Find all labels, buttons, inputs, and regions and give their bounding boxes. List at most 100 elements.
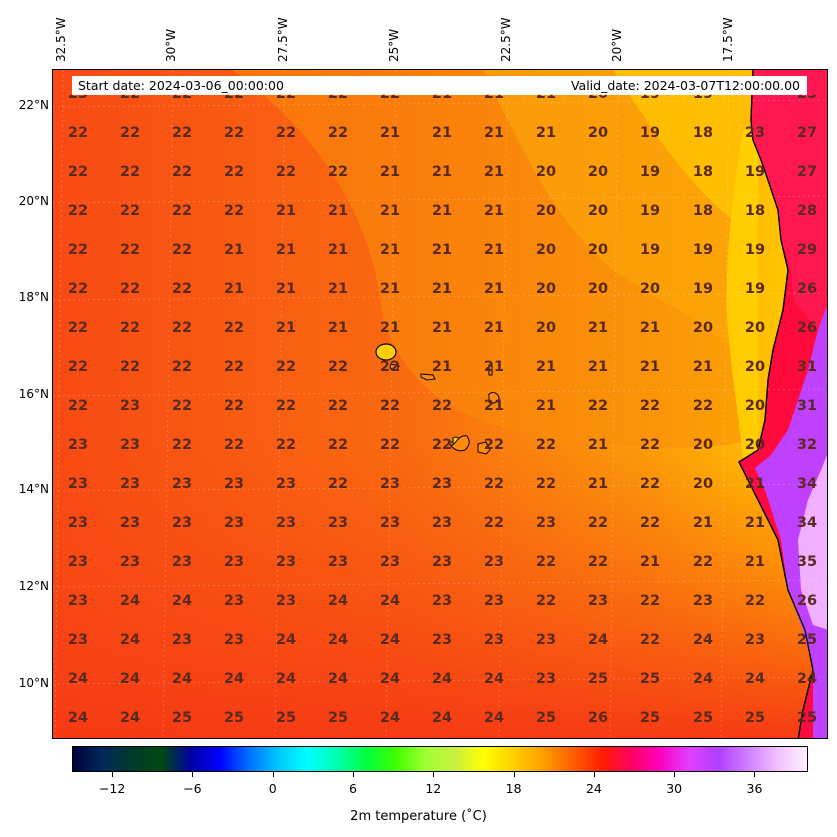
grid-value: 32	[796, 437, 818, 453]
grid-value: 25	[171, 710, 193, 726]
grid-value: 22	[171, 125, 193, 141]
colorbar-tick	[754, 772, 756, 777]
grid-value: 22	[587, 554, 609, 570]
grid-value: 23	[67, 554, 89, 570]
grid-value: 25	[639, 710, 661, 726]
grid-value: 22	[639, 476, 661, 492]
grid-value: 27	[796, 125, 818, 141]
grid-value: 22	[535, 437, 557, 453]
grid-value: 22	[639, 398, 661, 414]
grid-value: 20	[535, 242, 557, 258]
grid-value: 25	[796, 632, 818, 648]
grid-value: 23	[379, 554, 401, 570]
grid-value: 21	[379, 125, 401, 141]
grid-value: 22	[275, 437, 297, 453]
grid-value: 20	[692, 437, 714, 453]
grid-value: 19	[744, 164, 766, 180]
grid-value: 23	[67, 632, 89, 648]
grid-value: 22	[223, 164, 245, 180]
colorbar-tick-label: 24	[585, 781, 602, 796]
grid-value: 22	[171, 398, 193, 414]
grid-value: 24	[67, 710, 89, 726]
grid-value: 22	[67, 164, 89, 180]
grid-value: 21	[223, 281, 245, 297]
island-sao-vicente	[389, 363, 400, 371]
grid-value: 21	[379, 281, 401, 297]
grid-value: 25	[744, 710, 766, 726]
grid-value: 21	[327, 203, 349, 219]
colorbar-tick-label: 36	[746, 781, 763, 796]
grid-value: 22	[67, 281, 89, 297]
longitude-label: 32.5°W	[54, 17, 68, 62]
grid-value: 23	[223, 515, 245, 531]
grid-value: 24	[431, 710, 453, 726]
grid-value: 22	[318, 95, 358, 102]
grid-value: 20	[744, 398, 766, 414]
grid-value: 21	[639, 320, 661, 336]
grid-value: 23	[431, 515, 453, 531]
temperature-map	[52, 69, 828, 739]
grid-value: 23	[692, 593, 714, 609]
grid-value: 21	[483, 242, 505, 258]
colorbar-tick	[353, 772, 355, 777]
grid-value: 23	[379, 476, 401, 492]
grid-value: 22	[483, 515, 505, 531]
grid-value: 21	[431, 125, 453, 141]
grid-value: 28	[796, 203, 818, 219]
colorbar-tick	[112, 772, 114, 777]
grid-value: 22	[639, 593, 661, 609]
grid-value: 23	[587, 593, 609, 609]
grid-value: 22	[327, 437, 349, 453]
grid-value: 22	[535, 476, 557, 492]
grid-value: 22	[327, 359, 349, 375]
island-boa-vista	[488, 392, 500, 404]
longitude-label: 20°W	[610, 28, 624, 62]
grid-value: 26	[587, 710, 609, 726]
grid-value: 22	[223, 359, 245, 375]
grid-value: 20	[639, 281, 661, 297]
grid-value: 24	[379, 632, 401, 648]
grid-value: 24	[275, 671, 297, 687]
grid-value: 21	[327, 320, 349, 336]
grid-value: 23	[67, 593, 89, 609]
grid-value: 22	[639, 632, 661, 648]
grid-value: 23	[744, 632, 766, 648]
colorbar-tick-label: 12	[425, 781, 442, 796]
grid-value: 22	[483, 476, 505, 492]
grid-value: 22	[171, 437, 193, 453]
grid-value: 19	[639, 125, 661, 141]
grid-value: 19	[639, 203, 661, 219]
grid-value: 18	[692, 125, 714, 141]
grid-value: 20	[535, 164, 557, 180]
grid-value: 23	[171, 515, 193, 531]
grid-value: 21	[275, 242, 297, 258]
grid-value: 18	[692, 203, 714, 219]
grid-value: 22	[171, 203, 193, 219]
graticule	[53, 70, 827, 738]
grid-value: 21	[639, 554, 661, 570]
grid-value: 22	[171, 359, 193, 375]
grid-value: 19	[639, 164, 661, 180]
grid-value: 25	[535, 710, 557, 726]
grid-value: 22	[639, 437, 661, 453]
colorbar-tick	[272, 772, 274, 777]
grid-value: 22	[535, 554, 557, 570]
grid-value: 22	[483, 437, 505, 453]
grid-value: 23	[483, 593, 505, 609]
colorbar-tick	[674, 772, 676, 777]
grid-value: 23	[223, 554, 245, 570]
grid-value: 21	[526, 95, 566, 102]
grid-value: 23	[119, 554, 141, 570]
grid-value: 21	[587, 437, 609, 453]
grid-value: 35	[796, 554, 818, 570]
grid-value: 22	[327, 398, 349, 414]
colorbar	[72, 746, 808, 772]
grid-value: 21	[431, 164, 453, 180]
latitude-label: 18°N	[18, 290, 49, 304]
grid-value: 21	[535, 359, 557, 375]
grid-value: 22	[223, 398, 245, 414]
grid-value: 21	[379, 203, 401, 219]
grid-value: 20	[744, 359, 766, 375]
grid-value: 24	[327, 632, 349, 648]
grid-value: 20	[587, 164, 609, 180]
